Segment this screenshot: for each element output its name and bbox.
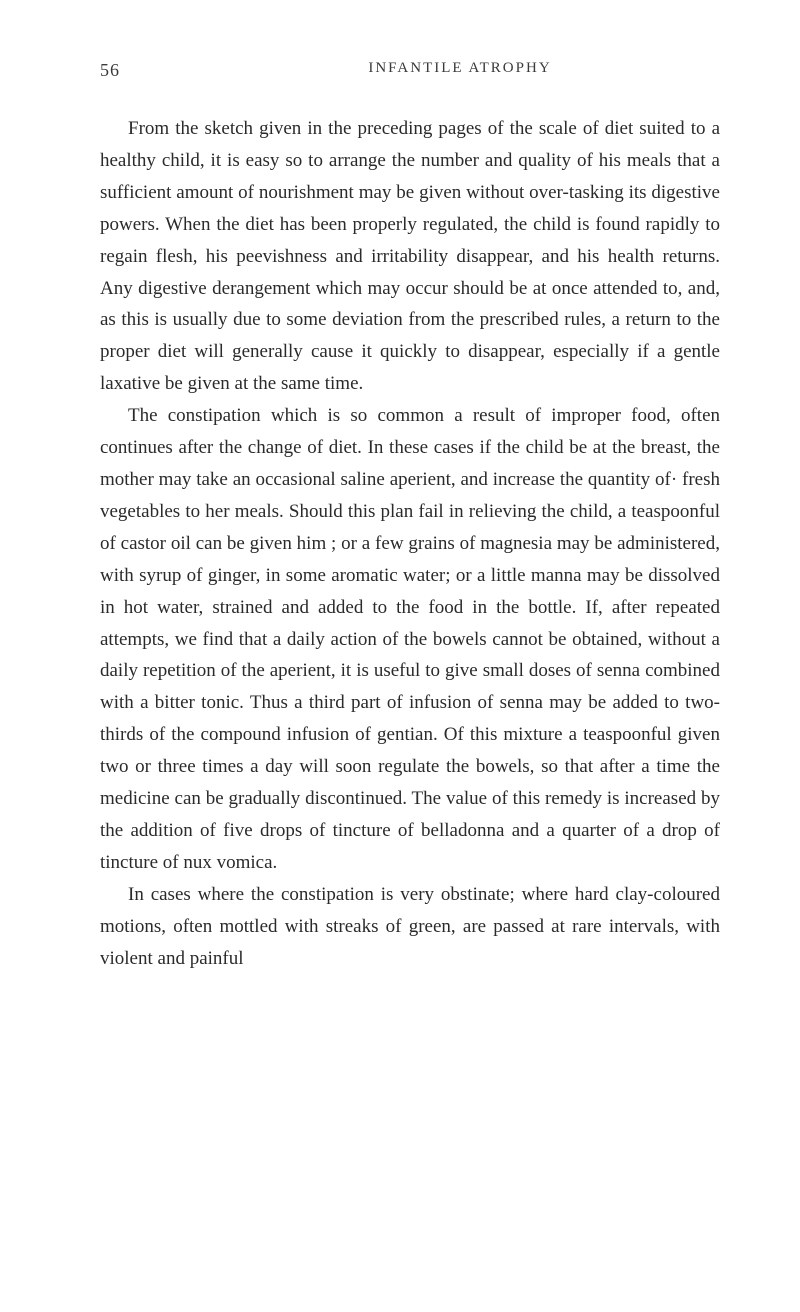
body-text: From the sketch given in the preceding p… xyxy=(100,113,720,974)
paragraph-3: In cases where the constipation is very … xyxy=(100,879,720,975)
paragraph-1: From the sketch given in the preceding p… xyxy=(100,113,720,400)
paragraph-2: The constipation which is so common a re… xyxy=(100,400,720,879)
page-number: 56 xyxy=(100,60,120,81)
header-title: INFANTILE ATROPHY xyxy=(368,60,551,81)
page-header: 56 INFANTILE ATROPHY xyxy=(100,60,720,81)
